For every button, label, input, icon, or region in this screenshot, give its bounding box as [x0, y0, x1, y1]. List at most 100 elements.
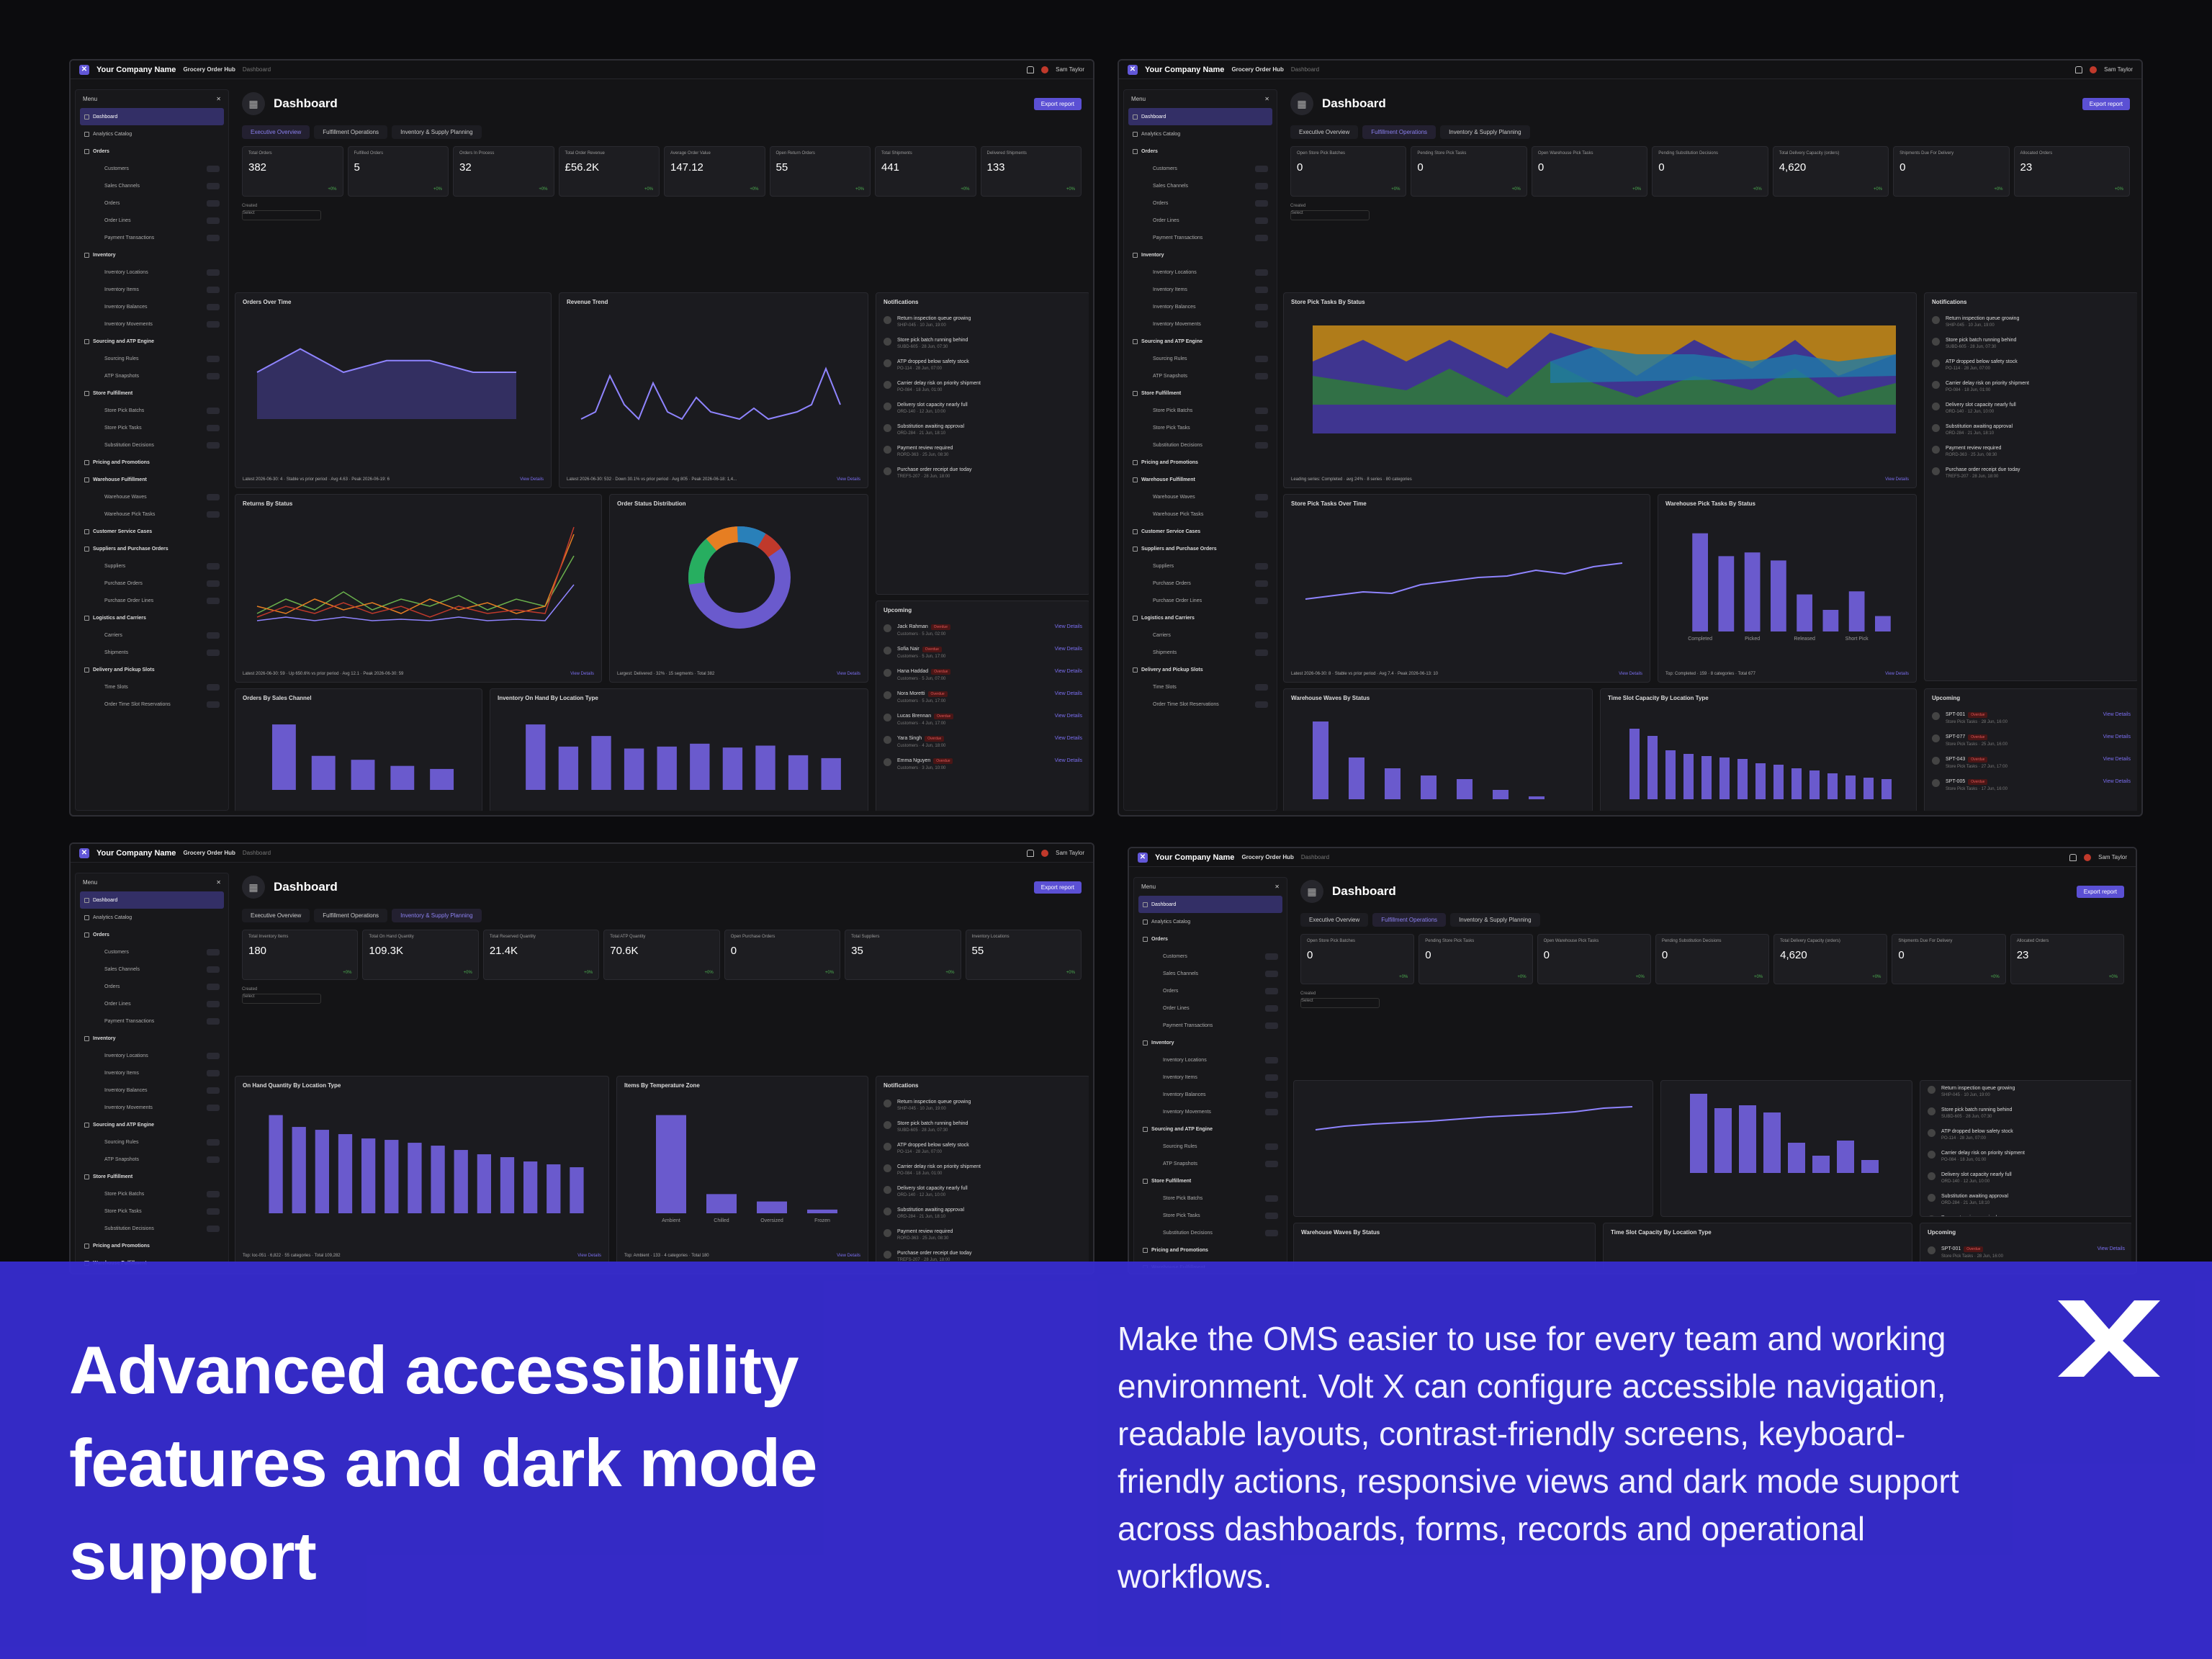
sidebar-item[interactable]: Suppliers and Purchase Orders — [1128, 540, 1272, 557]
sidebar-item[interactable]: Customers — [1128, 160, 1272, 177]
sidebar-item[interactable]: Store Fulfillment — [80, 1168, 224, 1185]
sidebar-item[interactable]: Time Slots — [80, 678, 224, 696]
tab-0[interactable]: Executive Overview — [1300, 913, 1369, 927]
sidebar-item[interactable]: Warehouse Fulfillment — [1128, 471, 1272, 488]
sidebar-item[interactable]: Inventory Movements — [80, 1099, 224, 1116]
tab-1[interactable]: Fulfillment Operations — [1362, 125, 1437, 139]
sidebar-item[interactable]: Warehouse Pick Tasks — [80, 505, 224, 523]
notification-item[interactable]: Substitution awaiting approval ORD-284 · … — [876, 1202, 1089, 1224]
sidebar-item[interactable]: Pricing and Promotions — [80, 1237, 224, 1254]
sidebar-item[interactable]: Inventory — [1128, 246, 1272, 264]
notification-item[interactable]: Carrier delay risk on priority shipment P… — [876, 376, 1089, 397]
sidebar-item[interactable]: Warehouse Waves — [80, 488, 224, 505]
sidebar-item[interactable]: Order Lines — [1138, 999, 1282, 1017]
sidebar-item[interactable]: Substitution Decisions — [1138, 1224, 1282, 1241]
sidebar-item[interactable]: Shipments — [80, 644, 224, 661]
sidebar-item[interactable]: Customers — [80, 943, 224, 961]
sidebar-item[interactable]: Purchase Order Lines — [80, 592, 224, 609]
created-filter[interactable]: Created Select — [242, 987, 1082, 1004]
sidebar-item[interactable]: Orders — [80, 978, 224, 995]
notification-item[interactable]: ATP dropped below safety stock PO-114 · 2… — [876, 1138, 1089, 1159]
sidebar-item[interactable]: Customers — [1138, 948, 1282, 965]
sidebar-item[interactable]: Order Time Slot Reservations — [80, 696, 224, 713]
bell-icon[interactable] — [2075, 66, 2083, 73]
sidebar-item[interactable]: Payment Transactions — [1138, 1017, 1282, 1034]
view-details-link[interactable]: View Details — [1054, 624, 1082, 629]
notification-item[interactable]: Purchase order receipt due today TREFS-20… — [876, 1246, 1089, 1267]
sidebar-item[interactable]: Orders — [1138, 982, 1282, 999]
notification-item[interactable]: Substitution awaiting approval ORD-284 · … — [876, 419, 1089, 441]
notification-item[interactable]: Substitution awaiting approval ORD-284 · … — [1925, 419, 2137, 441]
tab-2[interactable]: Inventory & Supply Planning — [392, 125, 482, 139]
sidebar-item[interactable]: Order Lines — [1128, 212, 1272, 229]
sidebar-item[interactable]: Substitution Decisions — [1128, 436, 1272, 454]
sidebar-item[interactable]: Orders — [1138, 930, 1282, 948]
sidebar-item[interactable]: Logistics and Carriers — [1128, 609, 1272, 626]
view-details-link[interactable]: View Details — [1054, 758, 1082, 763]
sidebar-item[interactable]: Store Pick Batchs — [1138, 1190, 1282, 1207]
sidebar-item[interactable]: Purchase Orders — [80, 575, 224, 592]
view-details-link[interactable]: View Details — [1054, 714, 1082, 719]
upcoming-item[interactable]: SPT-001 Overdue Store Pick Tasks · 28 Jun,… — [1920, 1241, 2131, 1264]
view-details-link[interactable]: View Details — [1054, 736, 1082, 741]
tab-0[interactable]: Executive Overview — [1290, 125, 1359, 139]
notification-item[interactable]: Payment review required RORD-363 · 25 Jun… — [876, 1224, 1089, 1246]
close-icon[interactable]: ✕ — [1274, 884, 1280, 890]
sidebar-item[interactable]: Suppliers — [80, 557, 224, 575]
notification-item[interactable]: ATP dropped below safety stock PO-114 · 2… — [876, 354, 1089, 376]
sidebar-item[interactable]: Sourcing and ATP Engine — [1138, 1120, 1282, 1138]
user-name[interactable]: Sam Taylor — [2104, 66, 2133, 73]
sidebar-item[interactable]: Warehouse Pick Tasks — [1128, 505, 1272, 523]
notification-item[interactable]: Carrier delay risk on priority shipment P… — [1920, 1146, 2131, 1167]
sidebar-item[interactable]: Inventory Balances — [1138, 1086, 1282, 1103]
view-details-link[interactable]: View Details — [2103, 757, 2131, 762]
sidebar-item[interactable]: Store Fulfillment — [1128, 385, 1272, 402]
upcoming-item[interactable]: Jack Rahman Overdue Customers · 5 Jun, 02:… — [876, 619, 1089, 642]
tab-0[interactable]: Executive Overview — [242, 909, 310, 922]
sidebar-item[interactable]: Carriers — [80, 626, 224, 644]
sidebar-item[interactable]: Analytics Catalog — [80, 909, 224, 926]
bell-icon[interactable] — [1027, 66, 1035, 73]
sidebar-item[interactable]: Sales Channels — [80, 961, 224, 978]
sidebar-item[interactable]: Store Pick Tasks — [80, 419, 224, 436]
view-details-link[interactable]: View Details — [2103, 734, 2131, 739]
export-report-button[interactable]: Export report — [2082, 97, 2130, 110]
sidebar-item[interactable]: Inventory — [80, 1030, 224, 1047]
sidebar-item[interactable]: Store Pick Batchs — [80, 1185, 224, 1202]
sidebar-item[interactable]: Store Pick Batchs — [80, 402, 224, 419]
sidebar-item[interactable]: Sourcing and ATP Engine — [1128, 333, 1272, 350]
sidebar-item[interactable]: Inventory — [1138, 1034, 1282, 1051]
notification-item[interactable]: Payment review required RORD-363 · 25 Jun… — [876, 441, 1089, 462]
sidebar-item[interactable]: Customer Service Cases — [1128, 523, 1272, 540]
notification-item[interactable]: Return inspection queue growing SHIP-045 … — [876, 311, 1089, 333]
created-filter[interactable]: Created Select — [1290, 204, 2130, 220]
tab-1[interactable]: Fulfillment Operations — [314, 125, 388, 139]
sidebar-item[interactable]: Analytics Catalog — [80, 125, 224, 143]
sidebar-item[interactable]: Orders — [1128, 194, 1272, 212]
sidebar-item[interactable]: Sourcing and ATP Engine — [80, 1116, 224, 1133]
tab-1[interactable]: Fulfillment Operations — [1372, 913, 1447, 927]
sidebar-item[interactable]: Sourcing Rules — [80, 1133, 224, 1151]
sidebar-item[interactable]: Orders — [1128, 143, 1272, 160]
sidebar-item[interactable]: Inventory Movements — [1128, 315, 1272, 333]
notification-item[interactable]: Return inspection queue growing SHIP-045 … — [876, 1094, 1089, 1116]
notification-item[interactable]: Delivery slot capacity nearly full ORD-14… — [876, 397, 1089, 419]
notification-item[interactable]: ATP dropped below safety stock PO-114 · 2… — [1925, 354, 2137, 376]
sidebar-item[interactable]: Dashboard — [1128, 108, 1272, 125]
sidebar-item[interactable]: Delivery and Pickup Slots — [1128, 661, 1272, 678]
notification-item[interactable]: Store pick batch running behind SUBD-605 … — [876, 333, 1089, 354]
close-icon[interactable]: ✕ — [216, 879, 221, 886]
sidebar-item[interactable]: Pricing and Promotions — [80, 454, 224, 471]
upcoming-item[interactable]: Sofia Nair Overdue Customers · 5 Jun, 17:0… — [876, 642, 1089, 664]
sidebar-item[interactable]: Analytics Catalog — [1128, 125, 1272, 143]
upcoming-item[interactable]: Lucas Brennan Overdue Customers · 4 Jun, 1… — [876, 709, 1089, 731]
notification-item[interactable]: Return inspection queue growing SHIP-045 … — [1920, 1081, 2131, 1102]
upcoming-item[interactable]: Yara Singh Overdue Customers · 4 Jun, 18:0… — [876, 731, 1089, 753]
view-details-link[interactable]: View Details — [2103, 779, 2131, 784]
upcoming-item[interactable]: Hana Haddad Overdue Customers · 5 Jun, 07:… — [876, 664, 1089, 686]
tab-0[interactable]: Executive Overview — [242, 125, 310, 139]
sidebar-item[interactable]: Logistics and Carriers — [80, 609, 224, 626]
sidebar-item[interactable]: Substitution Decisions — [80, 436, 224, 454]
avatar[interactable] — [2090, 66, 2098, 73]
